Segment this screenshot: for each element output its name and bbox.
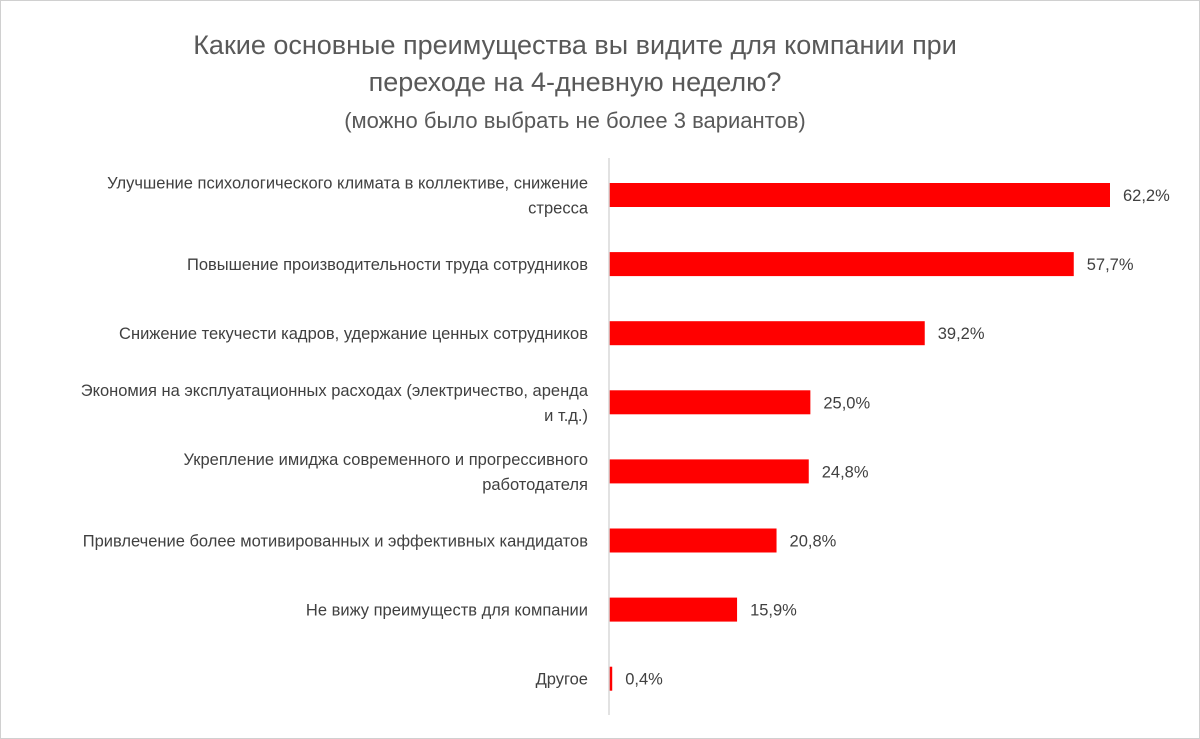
data-label: 0,4% [625, 671, 663, 689]
category-label: Повышение производительности труда сотру… [187, 256, 588, 274]
category-label: Укрепление имиджа современного и прогрес… [184, 451, 588, 469]
data-label: 20,8% [790, 533, 837, 551]
category-label: Снижение текучести кадров, удержание цен… [119, 325, 588, 343]
bar [609, 459, 809, 484]
data-label: 57,7% [1087, 256, 1134, 274]
category-label: Другое [536, 671, 588, 689]
bar [609, 390, 811, 415]
category-label: стресса [528, 200, 589, 218]
category-label: Не вижу преимуществ для компании [306, 602, 588, 620]
bar [609, 252, 1074, 277]
category-label: Экономия на эксплуатационных расходах (э… [81, 382, 589, 400]
category-label: Улучшение психологического климата в кол… [107, 175, 588, 193]
chart-title-line-1: Какие основные преимущества вы видите дл… [193, 30, 957, 60]
data-label: 39,2% [938, 325, 985, 343]
data-label: 15,9% [750, 602, 797, 620]
chart-subtitle: (можно было выбрать не более 3 вариантов… [344, 108, 806, 133]
data-label: 24,8% [822, 463, 869, 481]
data-label: 25,0% [823, 394, 870, 412]
data-label: 62,2% [1123, 187, 1170, 205]
category-label: и т.д.) [544, 407, 588, 425]
category-label: Привлечение более мотивированных и эффек… [83, 533, 589, 551]
category-label: работодателя [482, 476, 588, 494]
chart-title-line-2: переходе на 4-дневную неделю? [368, 67, 782, 97]
bar [609, 321, 925, 346]
bar [609, 183, 1110, 207]
bar [609, 597, 738, 622]
bar [609, 528, 777, 553]
bar [609, 666, 613, 691]
